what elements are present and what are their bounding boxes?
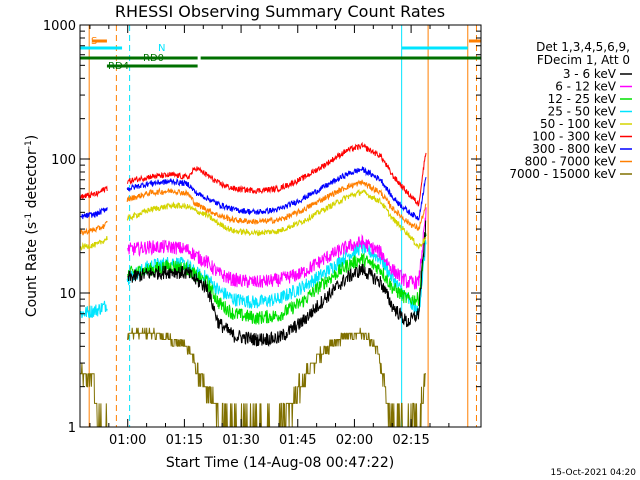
x-tick-label-0: 01:00 [109,433,146,448]
y-tick-label-1: 10 [59,287,76,302]
y-tick-label-3: 1000 [43,19,76,34]
legend-entry-6: 300 - 800 keV [532,142,616,156]
series-line-5 [80,141,427,207]
series-line-8 [80,327,426,427]
y-axis-label-part-1: Count Rate (s [24,222,40,317]
legend-entry-8: 7000 - 15000 keV [509,167,616,181]
legend-header-line-1: Det 1,3,4,5,6,9, [536,40,630,54]
chart-title: RHESSI Observing Summary Count Rates [115,2,445,21]
x-axis-label: Start Time (14-Aug-08 00:47:22) [166,455,394,471]
x-tick-label-5: 02:15 [392,433,429,448]
series-lines [80,141,427,427]
y-axis-label-sup-2: -1 [24,140,34,149]
x-axis-ticks: 01:00 01:15 01:30 01:45 02:00 02:15 [89,25,450,448]
series-line-1 [127,207,427,290]
flag-label-rd4: RD4 [108,61,129,72]
y-tick-label-2: 100 [51,153,76,168]
series-line-6 [80,166,427,221]
x-tick-label-2: 01:30 [222,433,259,448]
y-axis-label-part-2: detector [24,149,40,213]
series-line-0 [127,220,427,348]
plot-frame [79,24,482,428]
y-axis-ticks: 1 10 100 1000 [43,19,481,436]
series-line-4 [80,188,427,251]
flag-label-rd0: RD0 [143,53,164,64]
flag-label-s: S [91,36,97,47]
legend-entry-2: 12 - 25 keV [548,92,617,106]
y-axis-label-sup-1: -1 [24,213,34,222]
legend-entry-5: 100 - 300 keV [532,130,616,144]
y-axis-label: Count Rate (s-1 detector-1) [24,135,40,317]
legend-entry-1: 6 - 12 keV [555,80,617,94]
legend: Det 1,3,4,5,6,9, FDecim 1, Att 0 3 - 6 k… [509,40,632,181]
y-tick-label-0: 1 [68,421,76,436]
series-line-7 [80,179,427,236]
legend-entry-4: 50 - 100 keV [540,117,617,131]
legend-header-line-2: FDecim 1, Att 0 [537,53,630,67]
x-tick-label-1: 01:15 [166,433,203,448]
y-axis-label-part-3: ) [24,135,40,140]
series-line-2 [127,232,427,325]
flag-label-n: N [158,43,165,54]
time-markers [88,25,477,427]
legend-entry-0: 3 - 6 keV [563,67,617,81]
x-tick-label-3: 01:45 [279,433,316,448]
x-tick-label-4: 02:00 [336,433,373,448]
legend-entry-3: 25 - 50 keV [548,105,617,119]
legend-entry-7: 800 - 7000 keV [525,155,617,169]
footer-timestamp: 15-Oct-2021 04:20 [551,468,637,478]
